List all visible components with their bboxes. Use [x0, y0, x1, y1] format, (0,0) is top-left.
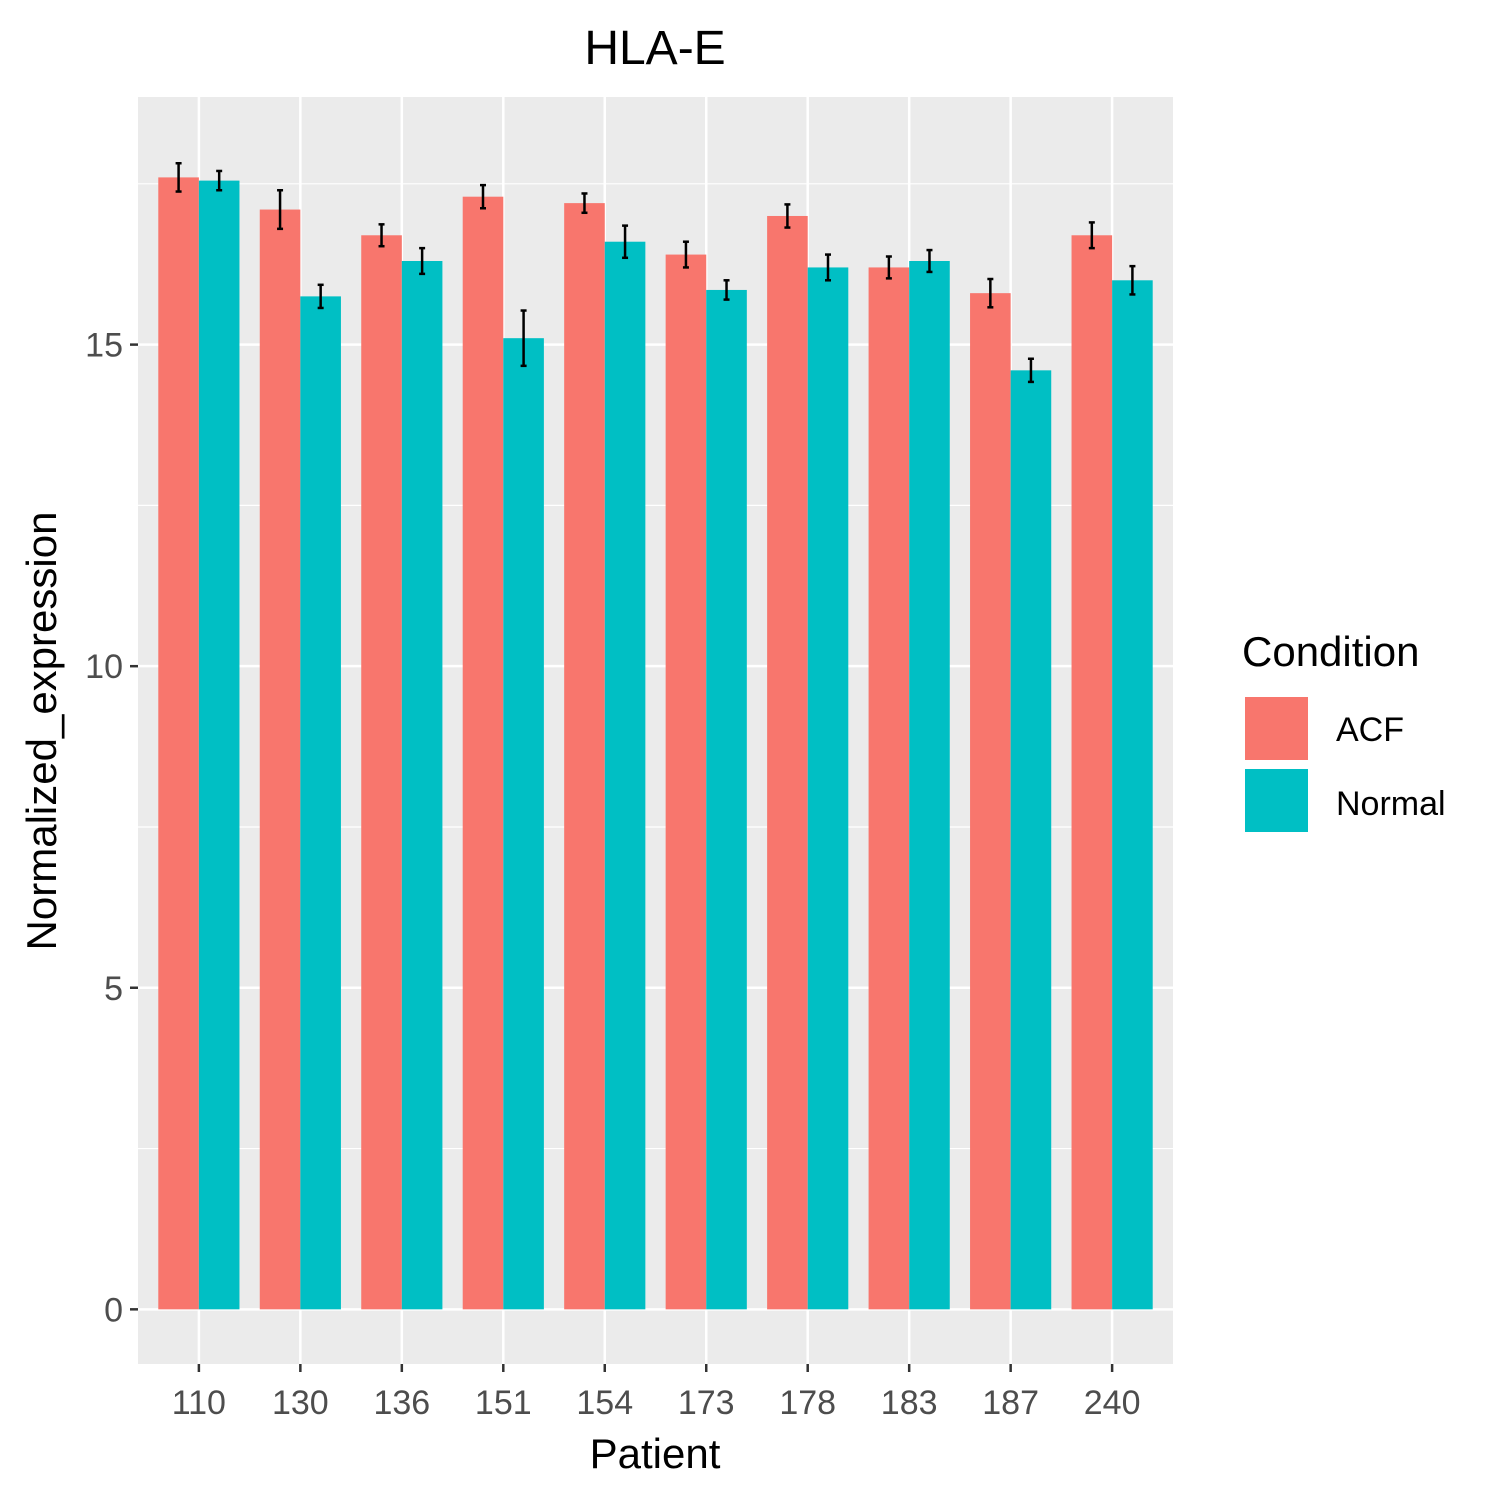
x-tick-label: 110: [172, 1384, 226, 1422]
error-bar: [825, 253, 831, 282]
legend: Condition ACF Normal: [1242, 628, 1446, 834]
chart-title: HLA-E: [584, 22, 725, 75]
legend-label-acf: ACF: [1336, 711, 1404, 749]
error-bar: [419, 246, 426, 276]
error-bar: [682, 240, 689, 269]
bar-acf-240: [1071, 235, 1113, 1310]
error-bar: [216, 169, 223, 192]
y-tick-label: 0: [104, 1291, 123, 1329]
error-bar: [723, 279, 730, 301]
error-bar: [480, 183, 486, 210]
legend-swatch-acf: [1245, 697, 1308, 760]
legend-title: Condition: [1242, 628, 1419, 675]
bar-acf-130: [259, 209, 301, 1310]
y-tick-label: 5: [104, 970, 123, 1008]
bar-acf-178: [767, 215, 808, 1310]
x-tick-label: 173: [678, 1384, 735, 1422]
y-axis: 0 5 10 15: [85, 327, 138, 1329]
error-bar: [622, 224, 629, 260]
x-tick-label: 130: [272, 1384, 329, 1422]
bar-normal-183: [909, 261, 950, 1310]
error-bar: [277, 189, 284, 231]
x-tick-label: 151: [475, 1384, 532, 1422]
error-bar: [581, 192, 588, 215]
bar-acf-187: [970, 293, 1011, 1310]
x-axis-title: Patient: [590, 1430, 721, 1477]
error-bars: [175, 161, 1136, 384]
error-bar: [520, 309, 527, 368]
bar-normal-136: [401, 261, 443, 1310]
y-axis-title: Normalized_expression: [18, 512, 65, 951]
bar-acf-183: [868, 267, 910, 1310]
y-tick-label: 15: [85, 327, 123, 365]
error-bar: [378, 223, 385, 248]
error-bar: [1027, 357, 1034, 384]
error-bar: [784, 203, 791, 229]
error-bar: [317, 283, 324, 310]
x-axis: 110 130 136 151 154 173 178 183 187 240: [172, 1364, 1141, 1422]
x-tick-label: 183: [881, 1384, 938, 1422]
x-tick-label: 154: [576, 1384, 633, 1422]
bar-normal-173: [706, 289, 747, 1310]
bar-acf-110: [158, 177, 199, 1310]
x-tick-label: 178: [779, 1384, 836, 1422]
error-bar: [926, 248, 933, 274]
bar-acf-154: [564, 203, 605, 1310]
bar-normal-178: [807, 267, 849, 1310]
y-tick-label: 10: [85, 648, 123, 686]
error-bar: [885, 255, 892, 280]
x-tick-label: 136: [373, 1384, 430, 1422]
error-bar: [1088, 221, 1095, 250]
bar-acf-151: [462, 196, 504, 1310]
x-tick-label: 187: [982, 1384, 1039, 1422]
bar-normal-110: [198, 180, 240, 1310]
bar-normal-151: [503, 338, 544, 1310]
error-bar: [175, 161, 182, 193]
bar-acf-173: [665, 254, 707, 1310]
legend-label-normal: Normal: [1336, 785, 1446, 823]
x-tick-label: 240: [1084, 1384, 1141, 1422]
bar-normal-154: [604, 241, 646, 1310]
bar-normal-240: [1112, 280, 1153, 1310]
legend-swatch-normal: [1245, 769, 1308, 832]
bar-normal-130: [300, 296, 341, 1310]
error-bar: [1129, 264, 1136, 296]
bar-normal-187: [1010, 370, 1052, 1310]
error-bar: [987, 277, 994, 309]
bar-acf-136: [361, 235, 402, 1310]
bars: [158, 177, 1153, 1310]
